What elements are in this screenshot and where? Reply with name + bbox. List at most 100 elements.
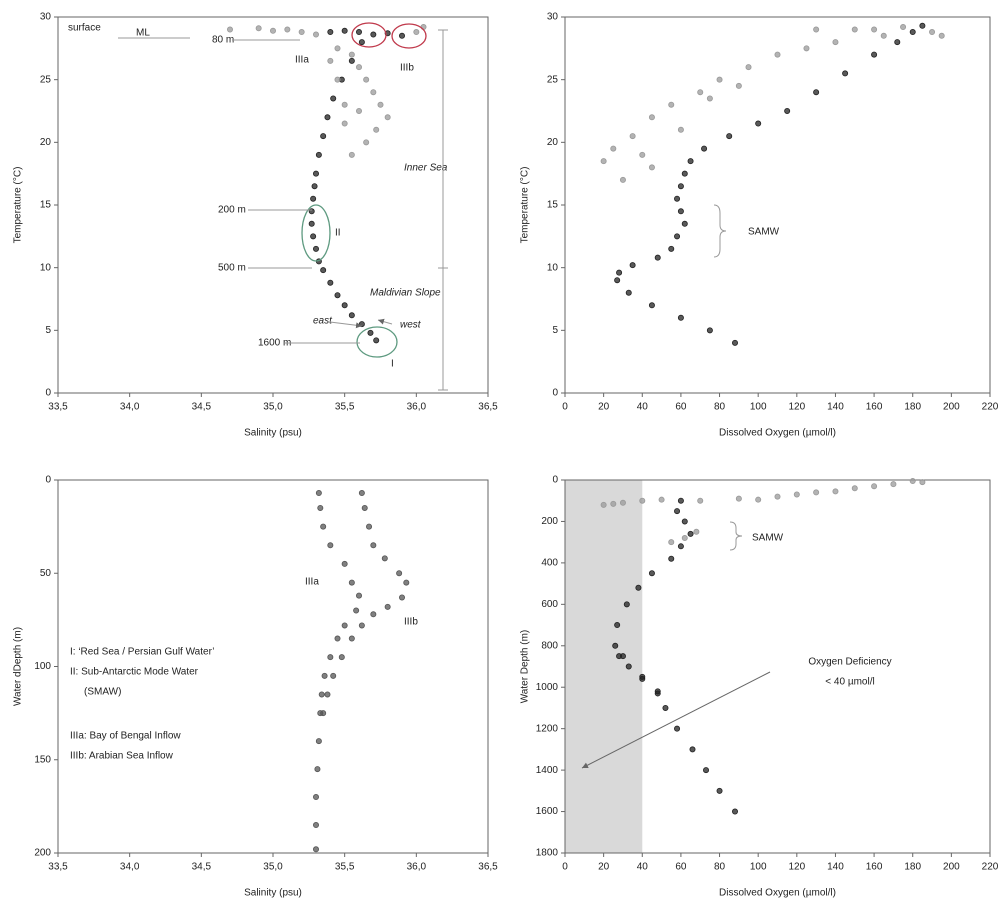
data-point bbox=[681, 535, 688, 542]
data-point bbox=[324, 691, 331, 698]
x-tick-label: 34,5 bbox=[192, 862, 212, 873]
data-point bbox=[363, 139, 370, 146]
data-point bbox=[639, 497, 646, 504]
x-tick-label: 40 bbox=[637, 862, 649, 873]
data-point bbox=[413, 29, 420, 36]
data-point bbox=[929, 29, 936, 36]
annotation: II bbox=[335, 228, 341, 239]
data-point bbox=[909, 478, 916, 485]
annotation: ML bbox=[136, 28, 150, 39]
y-tick-label: 10 bbox=[40, 262, 52, 273]
data-point bbox=[616, 269, 623, 276]
data-point bbox=[358, 39, 365, 46]
data-point bbox=[832, 488, 839, 495]
data-point bbox=[648, 302, 655, 309]
data-point bbox=[894, 39, 901, 46]
data-point bbox=[367, 329, 374, 336]
y-tick-label: 200 bbox=[34, 848, 51, 859]
x-tick-label: 0 bbox=[562, 862, 568, 873]
data-point bbox=[269, 27, 276, 34]
annotation: I: ‘Red Sea / Persian Gulf Water’ bbox=[70, 647, 215, 658]
data-point bbox=[890, 481, 897, 488]
data-point bbox=[774, 51, 781, 58]
data-point bbox=[803, 45, 810, 52]
data-point bbox=[919, 479, 926, 486]
data-point bbox=[677, 183, 684, 190]
data-point bbox=[334, 635, 341, 642]
data-point bbox=[668, 555, 675, 562]
data-point bbox=[668, 245, 675, 252]
data-point bbox=[687, 158, 694, 165]
annotation: II: Sub-Antarctic Mode Water bbox=[70, 667, 199, 678]
data-point bbox=[813, 89, 820, 96]
data-point bbox=[697, 497, 704, 504]
data-point bbox=[348, 57, 355, 64]
data-point bbox=[625, 663, 632, 670]
data-point bbox=[654, 688, 661, 695]
data-point bbox=[403, 579, 410, 586]
data-point bbox=[398, 594, 405, 601]
data-point bbox=[334, 292, 341, 299]
y-tick-label: 0 bbox=[45, 388, 51, 399]
data-point bbox=[370, 31, 377, 38]
data-point bbox=[658, 496, 665, 503]
data-point bbox=[320, 523, 327, 530]
x-tick-label: 220 bbox=[982, 862, 999, 873]
data-point bbox=[377, 101, 384, 108]
data-point bbox=[674, 233, 681, 240]
y-tick-label: 30 bbox=[40, 12, 52, 23]
data-point bbox=[726, 133, 733, 140]
data-point bbox=[366, 523, 373, 530]
data-point bbox=[871, 483, 878, 490]
data-point bbox=[639, 151, 646, 158]
annotation: IIIa bbox=[295, 55, 309, 66]
y-tick-label: 1800 bbox=[536, 848, 559, 859]
data-point bbox=[358, 490, 365, 497]
x-tick-label: 200 bbox=[943, 402, 960, 413]
data-point bbox=[612, 642, 619, 649]
data-point bbox=[348, 635, 355, 642]
data-point bbox=[341, 560, 348, 567]
x-tick-label: 60 bbox=[675, 402, 687, 413]
data-point bbox=[716, 787, 723, 794]
y-tick-label: 800 bbox=[541, 640, 558, 651]
y-tick-label: 200 bbox=[541, 516, 558, 527]
y-tick-label: 20 bbox=[40, 137, 52, 148]
data-point bbox=[614, 277, 621, 284]
x-tick-label: 36,0 bbox=[407, 402, 427, 413]
x-tick-label: 34,0 bbox=[120, 862, 140, 873]
x-tick-label: 100 bbox=[750, 402, 767, 413]
data-point bbox=[735, 82, 742, 89]
y-tick-label: 15 bbox=[40, 200, 52, 211]
data-point bbox=[314, 766, 321, 773]
data-point bbox=[315, 738, 322, 745]
data-point bbox=[315, 151, 322, 158]
data-point bbox=[851, 26, 858, 33]
x-tick-label: 35,0 bbox=[263, 402, 283, 413]
data-point bbox=[355, 592, 362, 599]
data-point bbox=[938, 32, 945, 39]
x-tick-label: 40 bbox=[637, 402, 649, 413]
data-point bbox=[909, 29, 916, 36]
data-point bbox=[793, 491, 800, 498]
data-point bbox=[334, 76, 341, 83]
data-point bbox=[341, 622, 348, 629]
data-point bbox=[635, 584, 642, 591]
data-point bbox=[398, 32, 405, 39]
data-point bbox=[648, 114, 655, 121]
data-point bbox=[312, 245, 319, 252]
data-point bbox=[317, 504, 324, 511]
data-point bbox=[348, 579, 355, 586]
data-point bbox=[706, 327, 713, 334]
decorations bbox=[118, 22, 771, 769]
annotation: surface bbox=[68, 23, 101, 34]
annotation: IIIa: Bay of Bengal Inflow bbox=[70, 731, 181, 742]
data-point bbox=[697, 89, 704, 96]
data-point bbox=[619, 176, 626, 183]
data-point bbox=[361, 504, 368, 511]
data-point bbox=[315, 490, 322, 497]
y-axis-label: Water dDepth (m) bbox=[13, 627, 24, 706]
x-tick-label: 35,0 bbox=[263, 862, 283, 873]
data-point bbox=[677, 314, 684, 321]
data-point bbox=[321, 672, 328, 679]
